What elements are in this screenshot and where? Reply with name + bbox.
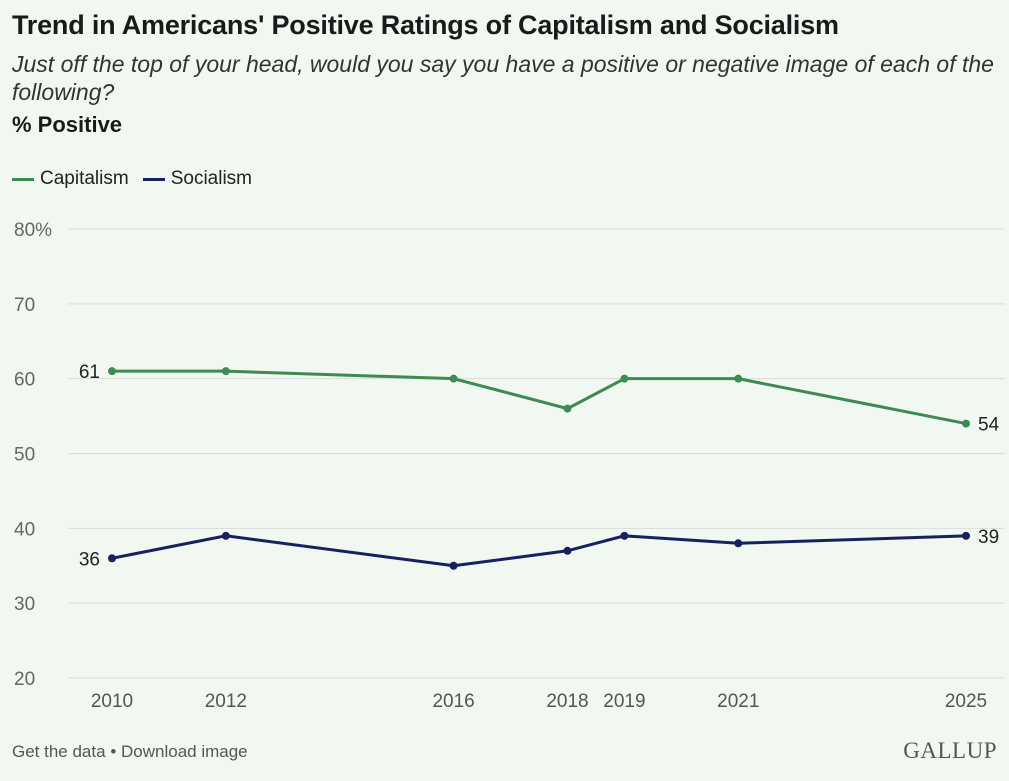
data-label-end: 54 [978, 415, 1000, 436]
y-tick-label: 60 [14, 370, 35, 391]
y-tick-label: 30 [14, 594, 35, 615]
legend-swatch [142, 177, 165, 181]
data-point [221, 531, 230, 540]
data-point [449, 561, 458, 570]
x-tick-label: 2025 [945, 691, 987, 712]
x-tick-label: 2010 [91, 691, 133, 712]
data-point [620, 531, 629, 540]
x-tick-label: 2018 [546, 691, 588, 712]
data-label-start: 36 [79, 549, 100, 570]
x-tick-label: 2019 [603, 691, 645, 712]
y-tick-label: 20 [14, 669, 35, 690]
legend-item-capitalism: Capitalism [12, 168, 129, 190]
chart-subtitle: Just off the top of your head, would you… [12, 51, 994, 105]
legend-swatch [12, 177, 34, 181]
data-point [221, 367, 230, 376]
chart-title: Trend in Americans' Positive Ratings of … [12, 10, 839, 40]
data-label-start: 61 [79, 362, 100, 383]
x-tick-label: 2021 [717, 691, 759, 712]
data-point [962, 531, 970, 540]
footer: Get the data • Download image [12, 742, 248, 762]
download-image-link[interactable]: Download image [121, 742, 248, 761]
legend-label: Socialism [170, 168, 253, 189]
metric-label: % Positive [12, 112, 123, 137]
data-point [563, 546, 572, 555]
data-point [449, 374, 458, 383]
y-tick-label: 80% [14, 220, 52, 241]
data-label-end: 39 [978, 527, 999, 548]
data-point [734, 374, 743, 383]
x-tick-label: 2016 [432, 691, 474, 712]
separator: • [110, 742, 117, 761]
data-point [563, 404, 572, 413]
y-tick-label: 50 [14, 445, 35, 466]
get-data-link[interactable]: Get the data [12, 742, 106, 761]
series-line-socialism [111, 534, 967, 568]
data-point [108, 554, 116, 563]
legend-label: Capitalism [40, 168, 129, 189]
data-point [108, 367, 116, 376]
y-tick-label: 40 [14, 519, 35, 540]
legend: Capitalism Socialism [12, 168, 252, 190]
x-tick-label: 2012 [205, 691, 247, 712]
gallup-logo: GALLUP [903, 738, 997, 763]
legend-item-socialism: Socialism [142, 168, 253, 190]
data-point [962, 419, 970, 428]
y-tick-label: 70 [14, 295, 35, 316]
data-point [620, 374, 629, 383]
data-point [734, 539, 743, 548]
